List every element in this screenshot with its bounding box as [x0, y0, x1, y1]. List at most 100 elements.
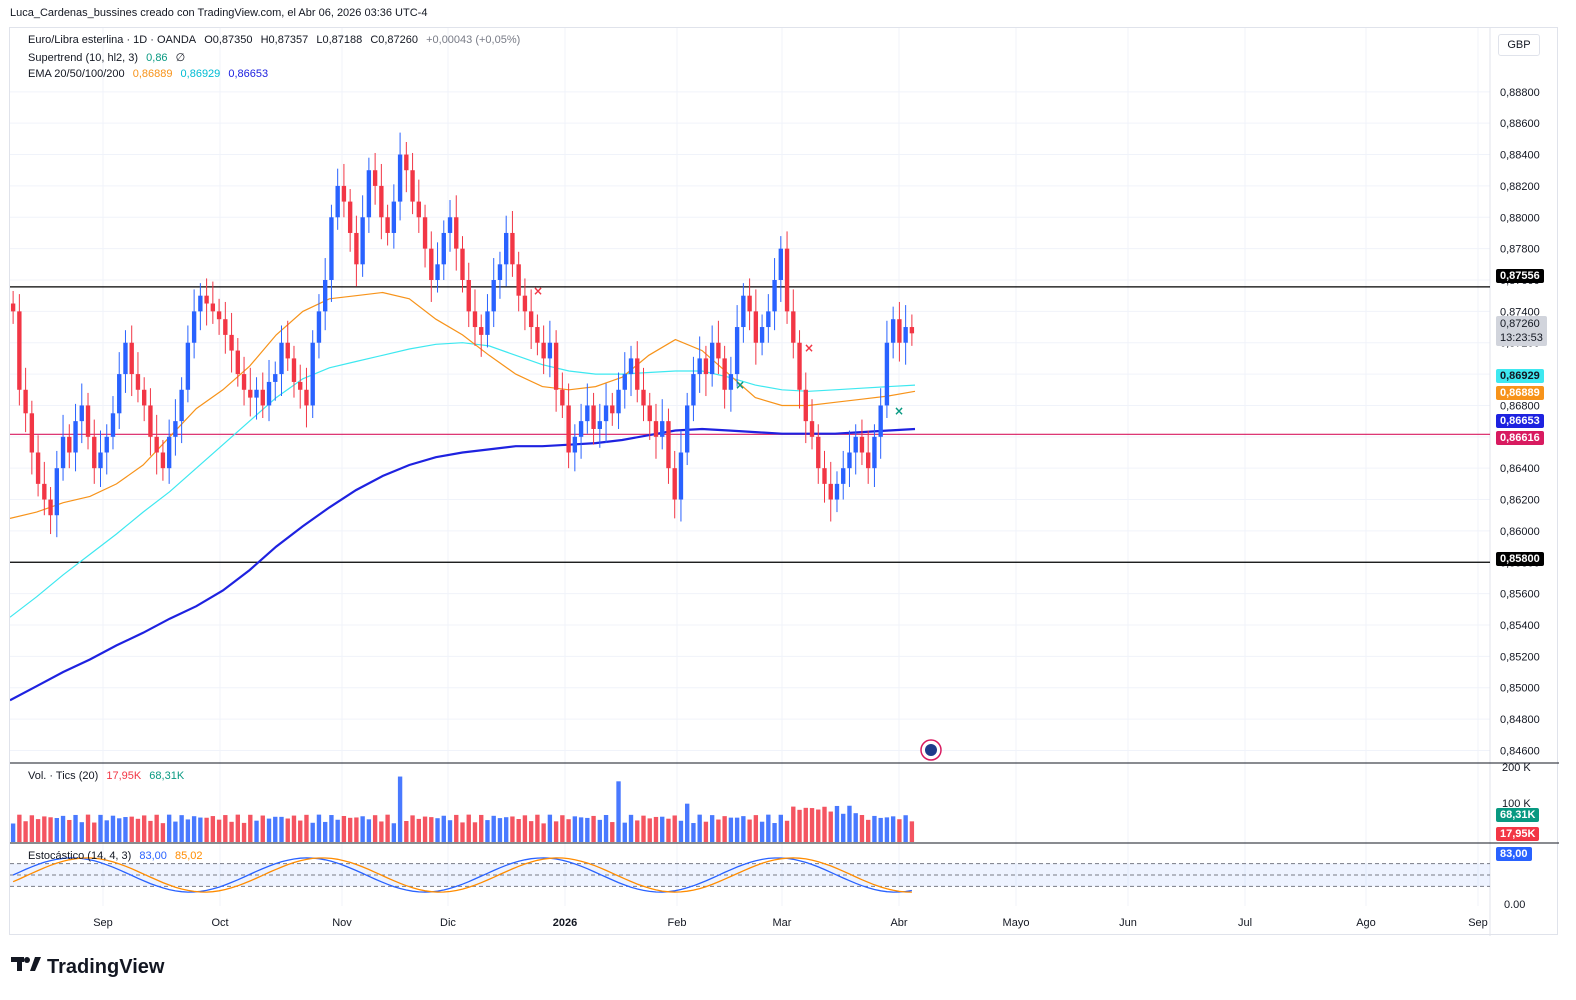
time-tick-label: Abr — [890, 917, 907, 929]
candle-body — [585, 405, 590, 422]
volume-bar — [273, 816, 278, 842]
candle-body — [148, 405, 153, 437]
ema50-price-tag: 0,86929 — [1496, 369, 1544, 383]
volume-bar — [73, 814, 78, 842]
volume-bar — [160, 823, 166, 842]
price-tick-label: 0,85200 — [1500, 651, 1540, 663]
chart-canvas[interactable]: Sep Oct Nov Dic 2026 Feb Mar Abr Mayo Jun Jul Ago Se… — [10, 28, 1559, 936]
candle-body — [273, 374, 278, 382]
candle-body — [772, 280, 777, 312]
supertrend-signal-marker: × — [533, 284, 543, 298]
volume-bar — [385, 814, 390, 842]
resistance-price-tag: 0,87556 — [1496, 269, 1544, 283]
tradingview-logo: TradingView — [11, 954, 164, 980]
candle-body — [179, 389, 184, 422]
candle-body — [135, 374, 141, 390]
time-tick-label: Nov — [332, 917, 352, 929]
volume-bar — [672, 815, 677, 842]
volume-bar — [791, 806, 796, 842]
volume-value-b: 68,31K — [149, 770, 185, 782]
volume-bar — [110, 815, 116, 842]
supertrend-label: Supertrend (10, hl2, 3) — [28, 52, 139, 64]
candle-body — [841, 468, 846, 484]
volume-bar — [528, 821, 534, 842]
volume-bar — [547, 814, 553, 842]
volume-axis-label: 200 K — [1502, 762, 1531, 774]
candle-body — [210, 303, 216, 312]
candle-body — [397, 154, 403, 202]
ema-legend: EMA 20/50/100/200 0,86889 0,86929 0,8665… — [28, 68, 273, 80]
volume-bar — [816, 809, 821, 842]
price-tick-label: 0,85600 — [1500, 589, 1540, 601]
volume-bar — [647, 818, 652, 842]
candle-body — [248, 389, 253, 398]
candle-body — [703, 358, 709, 375]
volume-bar — [79, 822, 84, 842]
candle-body — [366, 170, 372, 218]
volume-bar — [628, 814, 634, 842]
chart-frame[interactable]: Sep Oct Nov Dic 2026 Feb Mar Abr Mayo Jun Jul Ago Se… — [9, 27, 1559, 936]
currency-button[interactable]: GBP — [1498, 34, 1540, 56]
volume-bar — [429, 817, 434, 842]
legend-high: H0,87357 — [260, 34, 309, 46]
volume-bar — [491, 815, 496, 842]
candle-body — [416, 201, 421, 218]
volume-bar — [10, 823, 16, 842]
time-tick-label: Oct — [211, 917, 228, 929]
time-tick-label: Mar — [773, 917, 792, 929]
volume-bar — [148, 820, 153, 842]
volume-bar — [822, 806, 827, 842]
candle-body — [678, 452, 684, 500]
volume-bar — [204, 817, 209, 842]
volume-bar — [834, 805, 840, 842]
candle-body — [110, 413, 116, 437]
price-tick-label: 0,86000 — [1500, 526, 1540, 538]
candle-body — [610, 405, 615, 414]
candle-body — [54, 468, 59, 516]
volume-bar — [903, 815, 908, 842]
candle-body — [117, 374, 122, 414]
stochastic-band — [10, 863, 1490, 887]
volume-bar — [603, 814, 609, 842]
ema200-line — [10, 427, 916, 702]
volume-bar — [653, 816, 659, 842]
candle-body — [216, 311, 222, 320]
volume-bar — [142, 815, 147, 842]
candle-body — [166, 436, 172, 469]
candle-body — [485, 311, 490, 335]
candle-body — [859, 436, 865, 453]
candle-body — [691, 374, 696, 406]
supertrend-legend: Supertrend (10, hl2, 3) 0,86 ∅ — [28, 51, 190, 64]
ema20-value: 0,86889 — [132, 68, 173, 80]
volume-bar — [479, 814, 484, 842]
candle-body — [304, 389, 309, 406]
volume-bar — [404, 820, 409, 842]
candle-body — [291, 358, 297, 382]
candle-body — [198, 295, 203, 312]
last-price: 0,87260 — [1500, 318, 1540, 330]
legend-open: O0,87350 — [204, 34, 253, 46]
time-tick-label: Feb — [668, 917, 687, 929]
ema200-price-tag: 0,86653 — [1496, 414, 1544, 428]
volume-bar — [117, 818, 122, 842]
candle-body — [60, 436, 66, 469]
candle-body — [647, 405, 652, 422]
volume-bar — [154, 814, 159, 842]
candle-body — [229, 334, 234, 351]
candle-body — [803, 389, 808, 422]
candle-body — [547, 342, 553, 359]
candle-body — [504, 232, 509, 265]
volume-bar — [560, 815, 565, 842]
price-tick-label: 0,85000 — [1500, 683, 1540, 695]
chart-caption: Luca_Cardenas_bussines creado con Tradin… — [10, 7, 428, 19]
volume-bar — [397, 776, 403, 842]
volume-bar — [435, 818, 440, 842]
volume-bar — [803, 807, 808, 842]
volume-bar — [254, 820, 259, 842]
candle-body — [672, 468, 677, 500]
volume-bar — [697, 814, 702, 842]
time-tick-label: Jun — [1119, 917, 1137, 929]
stochastic-value-tag: 83,00 — [1496, 847, 1532, 861]
volume-bar — [716, 819, 721, 842]
candle-body — [660, 421, 665, 437]
